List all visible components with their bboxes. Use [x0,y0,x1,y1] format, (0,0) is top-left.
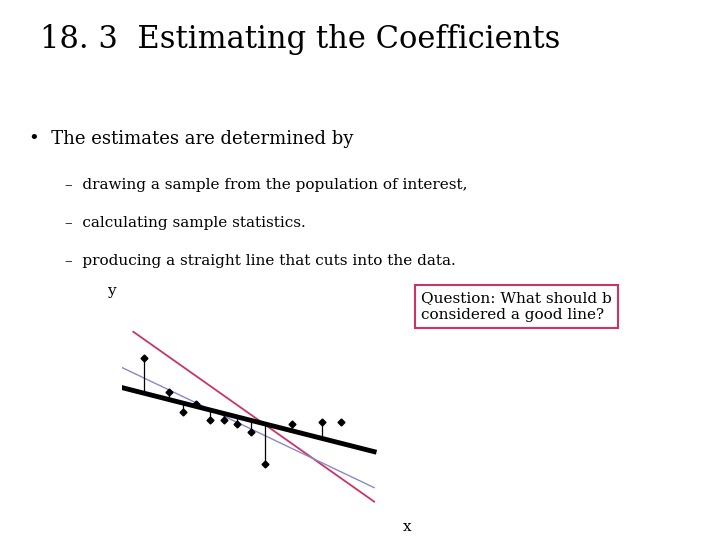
Text: Question: What should b
considered a good line?: Question: What should b considered a goo… [421,292,612,322]
Text: y: y [107,284,116,298]
Text: x: x [402,519,411,534]
Text: –  calculating sample statistics.: – calculating sample statistics. [65,216,305,230]
Text: –  drawing a sample from the population of interest,: – drawing a sample from the population o… [65,178,467,192]
Text: –  producing a straight line that cuts into the data.: – producing a straight line that cuts in… [65,254,456,268]
Text: 18. 3  Estimating the Coefficients: 18. 3 Estimating the Coefficients [40,24,560,55]
Text: •  The estimates are determined by: • The estimates are determined by [29,130,354,147]
